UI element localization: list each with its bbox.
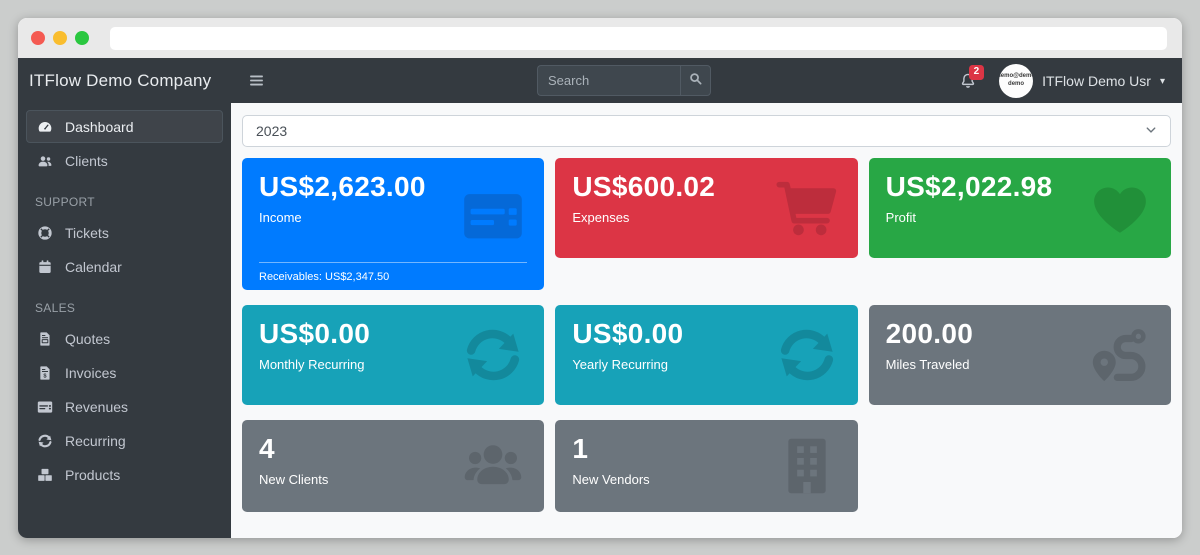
sidebar-item-quotes[interactable]: Quotes xyxy=(26,322,223,355)
browser-window: ITFlow Demo Company 2 demo@demo demo ITF… xyxy=(18,18,1182,538)
card-label: Income xyxy=(259,210,302,226)
close-window-button[interactable] xyxy=(31,31,45,45)
brand-title[interactable]: ITFlow Demo Company xyxy=(29,70,212,90)
card-label: Profit xyxy=(885,210,916,226)
card-value: US$0.00 xyxy=(259,318,371,349)
card-value: 4 xyxy=(259,433,275,464)
url-bar[interactable] xyxy=(110,26,1167,50)
sidebar-item-label: Products xyxy=(65,466,121,483)
sidebar-item-tickets[interactable]: Tickets xyxy=(26,216,223,249)
main-content: 2023 US$2,623.00 Income Receivables: US$2,… xyxy=(231,103,1182,538)
user-menu[interactable]: demo@demo demo ITFlow Demo Usr ▾ xyxy=(999,63,1165,98)
tachometer-icon xyxy=(35,118,54,135)
life-ring-icon xyxy=(35,224,54,241)
heart-icon xyxy=(1088,176,1152,240)
card-value: US$600.02 xyxy=(572,171,716,202)
card-label: Yearly Recurring xyxy=(572,357,668,373)
search-input[interactable] xyxy=(537,65,680,96)
svg-text:$: $ xyxy=(43,373,47,379)
navbar-right-group: 2 demo@demo demo ITFlow Demo Usr ▾ xyxy=(959,63,1182,98)
file-invoice-dollar-icon: $ xyxy=(35,364,54,381)
calendar-icon xyxy=(35,258,54,275)
card-label: Monthly Recurring xyxy=(259,357,365,373)
card-value: US$0.00 xyxy=(572,318,684,349)
summary-cards: US$2,623.00 Income Receivables: US$2,347.5… xyxy=(242,158,1171,512)
sidebar-item-label: Tickets xyxy=(65,224,109,241)
card-footer: Receivables: US$2,347.50 xyxy=(259,262,528,283)
sidebar-item-clients[interactable]: Clients xyxy=(26,144,223,177)
users-icon xyxy=(35,152,54,169)
search-button[interactable] xyxy=(680,65,711,96)
sidebar-item-dashboard[interactable]: Dashboard xyxy=(26,110,223,143)
card-label: New Vendors xyxy=(572,472,650,488)
sidebar-section-header-support: SUPPORT xyxy=(35,195,95,209)
sidebar-item-label: Calendar xyxy=(65,258,122,275)
card-miles-traveled[interactable]: 200.00 Miles Traveled xyxy=(868,305,1171,405)
zoom-window-button[interactable] xyxy=(75,31,89,45)
sidebar-item-invoices[interactable]: $ Invoices xyxy=(26,356,223,389)
card-label: New Clients xyxy=(259,472,329,488)
card-expenses[interactable]: US$600.02 Expenses xyxy=(555,158,858,258)
card-value: 1 xyxy=(572,433,589,464)
shopping-cart-icon xyxy=(775,176,839,240)
browser-chrome-bar xyxy=(18,18,1182,58)
sidebar-item-label: Recurring xyxy=(65,432,126,449)
sidebar-menu: Dashboard Clients SUPPORT Tickets Calendar SA… xyxy=(18,103,231,538)
sidebar-item-recurring[interactable]: Recurring xyxy=(26,424,223,457)
card-income[interactable]: US$2,623.00 Income Receivables: US$2,347.5… xyxy=(242,158,545,290)
card-value: 200.00 xyxy=(885,318,974,349)
year-select-value: 2023 xyxy=(256,123,288,139)
user-name: ITFlow Demo Usr xyxy=(1042,72,1151,89)
sidebar-item-products[interactable]: Products xyxy=(26,458,223,491)
chevron-down-icon xyxy=(1145,123,1157,139)
card-label: Expenses xyxy=(572,210,630,226)
sync-icon xyxy=(461,323,525,387)
sync-icon xyxy=(35,432,54,449)
card-label: Miles Traveled xyxy=(885,357,970,373)
credit-card-icon xyxy=(461,184,525,248)
avatar: demo@demo demo xyxy=(999,63,1034,98)
navbar-search xyxy=(537,65,711,96)
sidebar-item-label: Invoices xyxy=(65,364,117,381)
app-shell: Dashboard Clients SUPPORT Tickets Calendar SA… xyxy=(18,103,1182,538)
sidebar-section-header-sales: SALES xyxy=(35,301,76,315)
sidebar-item-label: Dashboard xyxy=(65,118,134,135)
card-monthly-recurring[interactable]: US$0.00 Monthly Recurring xyxy=(242,305,545,405)
card-profit[interactable]: US$2,022.98 Profit xyxy=(868,158,1171,258)
sidebar-item-label: Revenues xyxy=(65,398,129,415)
search-icon xyxy=(688,71,703,91)
notification-count-badge: 2 xyxy=(969,64,984,80)
caret-down-icon: ▾ xyxy=(1159,76,1165,87)
file-invoice-icon xyxy=(35,330,54,347)
boxes-icon xyxy=(35,466,54,483)
card-value: US$2,623.00 xyxy=(259,171,426,202)
sidebar-item-label: Clients xyxy=(65,152,108,169)
sync-icon xyxy=(775,323,839,387)
users-group-icon xyxy=(461,434,525,498)
sidebar-item-revenues[interactable]: Revenues xyxy=(26,390,223,423)
top-navbar: ITFlow Demo Company 2 demo@demo demo ITF… xyxy=(18,58,1182,103)
card-yearly-recurring[interactable]: US$0.00 Yearly Recurring xyxy=(555,305,858,405)
card-footer-text: Receivables: US$2,347.50 xyxy=(259,271,390,283)
card-new-vendors[interactable]: 1 New Vendors xyxy=(555,420,858,512)
minimize-window-button[interactable] xyxy=(53,31,67,45)
credit-card-icon xyxy=(35,398,54,415)
hamburger-menu-icon[interactable] xyxy=(248,72,268,89)
card-new-clients[interactable]: 4 New Clients xyxy=(242,420,545,512)
building-icon xyxy=(775,434,839,498)
card-value: US$2,022.98 xyxy=(885,171,1053,202)
notifications-button[interactable]: 2 xyxy=(959,64,984,90)
sidebar-item-label: Quotes xyxy=(65,330,111,347)
year-select[interactable]: 2023 xyxy=(242,115,1171,147)
sidebar-item-calendar[interactable]: Calendar xyxy=(26,250,223,283)
route-icon xyxy=(1088,323,1152,387)
